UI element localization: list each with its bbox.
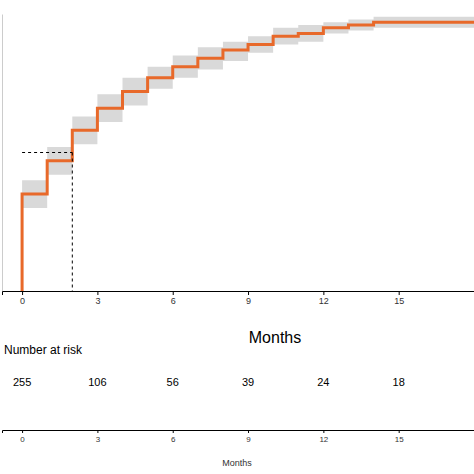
- risk-x-tick: 9: [246, 430, 251, 444]
- risk-count: 18: [393, 376, 405, 388]
- risk-count: 24: [317, 376, 329, 388]
- x-axis-title: Months: [249, 329, 301, 346]
- x-axis-line: [3, 292, 474, 296]
- chart: 03691215MonthsNumber at risk255106563924…: [0, 0, 474, 474]
- risk-x-tick-label: 9: [246, 435, 251, 444]
- x-tick: 3: [95, 291, 100, 306]
- risk-x-tick-label: 3: [96, 435, 101, 444]
- x-tick: 0: [20, 291, 25, 306]
- risk-x-tick-mark: [248, 430, 249, 433]
- risk-count: 255: [13, 376, 31, 388]
- risk-x-axis: 0 3 6 9 12 15: [3, 430, 474, 444]
- x-tick-mark: [399, 291, 400, 295]
- plot-area: [22, 17, 474, 291]
- x-tick-mark: [323, 291, 324, 295]
- x-tick: 9: [246, 291, 251, 306]
- risk-x-tick: 6: [171, 430, 176, 444]
- confidence-band: [22, 17, 474, 291]
- x-tick-mark: [173, 291, 174, 295]
- risk-table-title: Number at risk: [4, 343, 83, 357]
- risk-x-axis-line: [3, 431, 474, 434]
- x-tick: 12: [319, 291, 329, 306]
- y-axis: [2, 15, 3, 292]
- risk-count: 39: [242, 376, 254, 388]
- risk-x-tick: 15: [395, 430, 404, 444]
- risk-count: 56: [167, 376, 179, 388]
- risk-x-tick-mark: [173, 430, 174, 433]
- y-axis-line: [2, 15, 3, 292]
- risk-x-tick-mark: [22, 430, 23, 433]
- risk-x-tick: 3: [96, 430, 101, 444]
- risk-x-tick-label: 0: [20, 435, 25, 444]
- risk-x-axis-title: Months: [222, 458, 252, 468]
- x-axis: 0 3 6 9 12 15: [3, 291, 474, 306]
- risk-x-tick: 0: [20, 430, 25, 444]
- risk-x-tick-mark: [399, 430, 400, 433]
- risk-x-tick-label: 15: [395, 435, 404, 444]
- risk-x-tick-label: 12: [319, 435, 328, 444]
- x-tick-mark: [248, 291, 249, 295]
- x-tick-label: 0: [20, 296, 25, 306]
- x-tick-label: 9: [246, 296, 251, 306]
- risk-x-tick: 12: [319, 430, 328, 444]
- x-tick-label: 12: [319, 296, 329, 306]
- risk-x-tick-mark: [97, 430, 98, 433]
- x-tick-label: 3: [95, 296, 100, 306]
- x-tick-label: 15: [394, 296, 404, 306]
- x-tick-mark: [22, 291, 23, 295]
- risk-x-tick-mark: [323, 430, 324, 433]
- survival-curve: [22, 22, 474, 291]
- x-tick-mark: [97, 291, 98, 295]
- risk-x-tick-label: 6: [171, 435, 176, 444]
- median-line-vertical: [72, 153, 73, 292]
- x-tick: 15: [394, 291, 404, 306]
- median-line-horizontal: [22, 152, 72, 153]
- x-tick-label: 6: [171, 296, 176, 306]
- risk-count: 106: [88, 376, 106, 388]
- x-tick: 6: [171, 291, 176, 306]
